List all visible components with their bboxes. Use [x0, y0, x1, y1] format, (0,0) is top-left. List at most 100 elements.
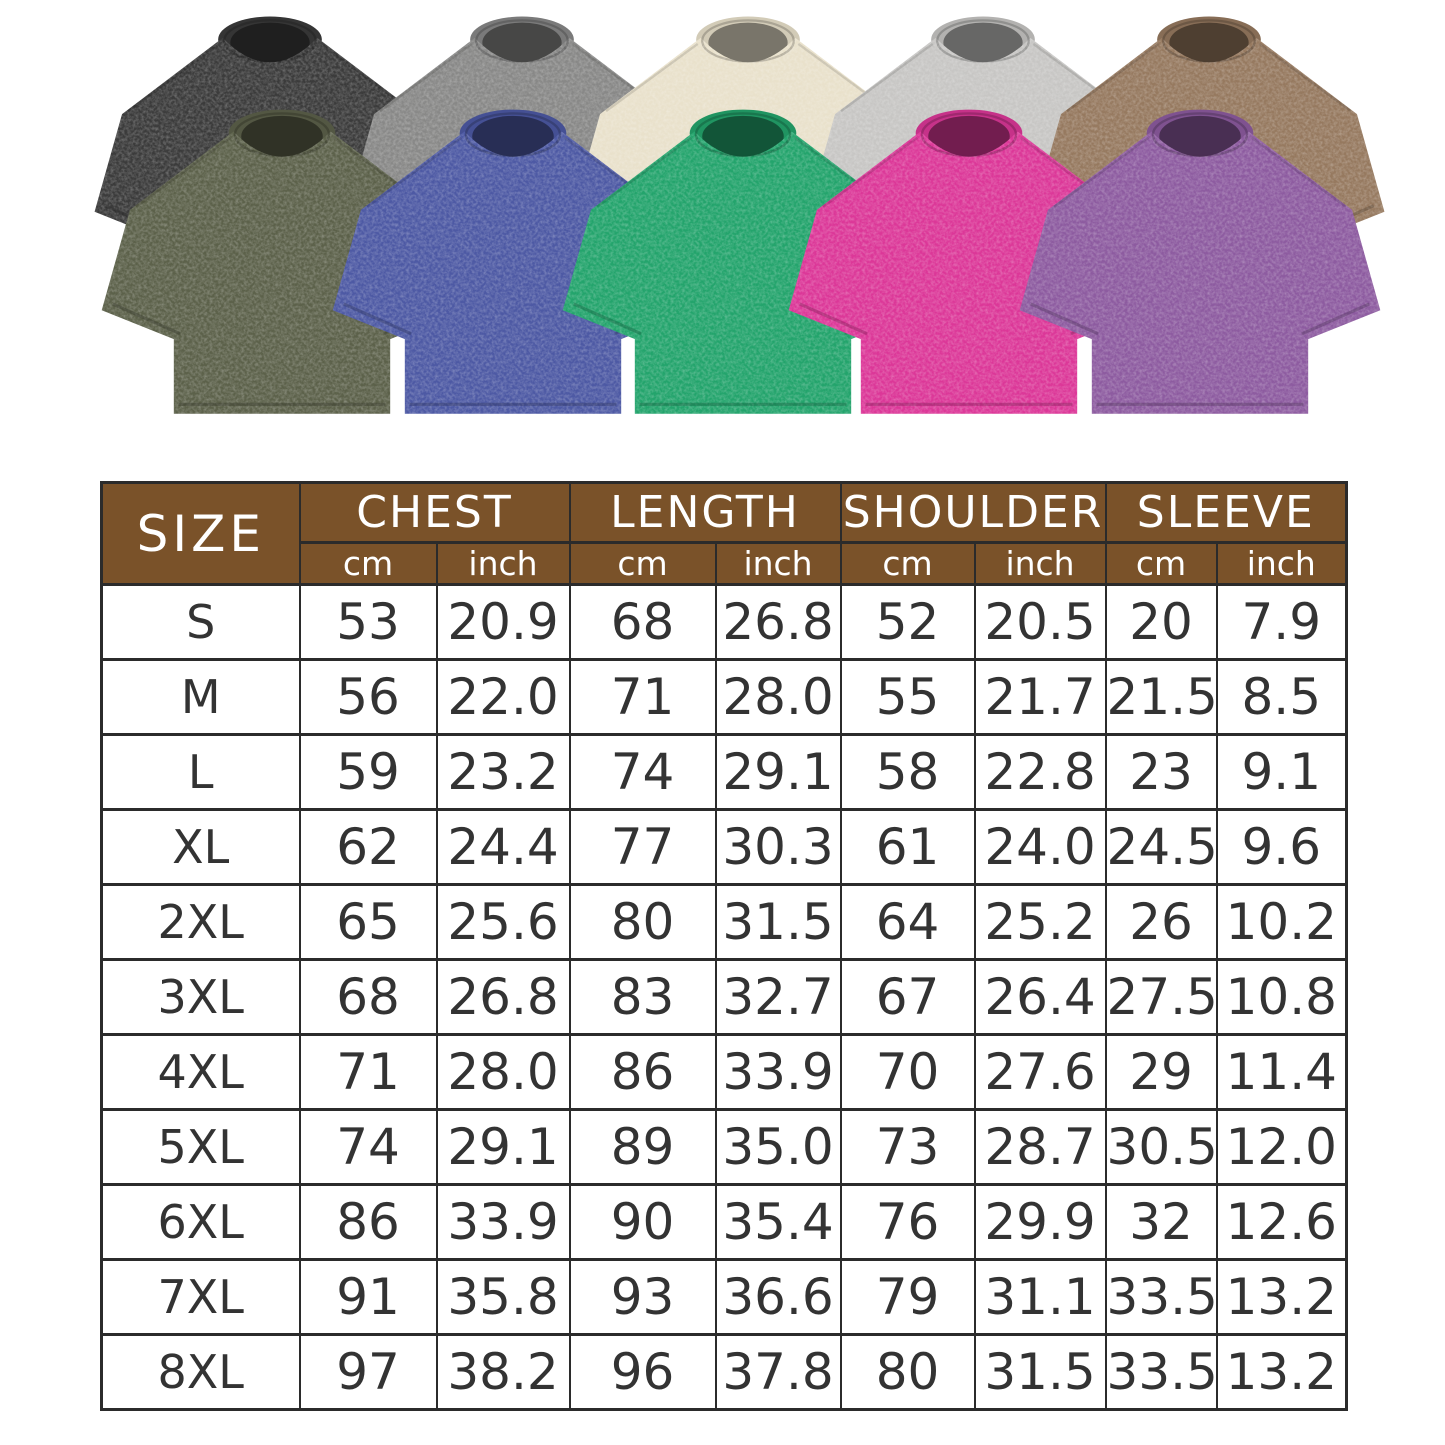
measure-value: 12.6 [1215, 1183, 1348, 1261]
measure-value: 55 [839, 658, 976, 736]
chest-column-header: CHEST [298, 481, 571, 544]
measure-value: 73 [839, 1108, 976, 1186]
measure-value: 20 [1104, 583, 1218, 661]
tshirt-graphic [1015, 108, 1385, 431]
measure-value: 24.0 [973, 808, 1107, 886]
measure-value: 10.8 [1215, 958, 1348, 1036]
size-label: 5XL [100, 1108, 301, 1186]
measure-value: 21.7 [973, 658, 1107, 736]
measure-value: 52 [839, 583, 976, 661]
product-gallery [0, 0, 1445, 480]
measure-value: 35.8 [435, 1258, 571, 1336]
size-label: 4XL [100, 1033, 301, 1111]
measure-value: 61 [839, 808, 976, 886]
measure-value: 33.5 [1104, 1258, 1218, 1336]
measure-value: 31.5 [973, 1333, 1107, 1411]
size-chart-header: SIZE CHEST LENGTH SHOULDER SLEEVE cm inc… [100, 481, 1348, 586]
measure-value: 33.9 [714, 1033, 842, 1111]
measure-value: 96 [568, 1333, 717, 1411]
measure-value: 86 [298, 1183, 438, 1261]
measure-value: 10.2 [1215, 883, 1348, 961]
shoulder-cm-header: cm [839, 541, 976, 586]
measure-value: 68 [298, 958, 438, 1036]
header-unit-row: cm inch cm inch cm inch cm inch [102, 541, 1348, 586]
measure-value: 21.5 [1104, 658, 1218, 736]
measure-value: 12.0 [1215, 1108, 1348, 1186]
size-label: 7XL [100, 1258, 301, 1336]
header-group-row: SIZE CHEST LENGTH SHOULDER SLEEVE [100, 481, 1348, 586]
size-label: M [100, 658, 301, 736]
measure-value: 53 [298, 583, 438, 661]
measure-value: 7.9 [1215, 583, 1348, 661]
size-row-3XL: 3XL 68 26.8 83 32.7 67 26.4 27.5 10.8 [100, 958, 1348, 1036]
size-label: 3XL [100, 958, 301, 1036]
measure-value: 35.4 [714, 1183, 842, 1261]
measure-value: 91 [298, 1258, 438, 1336]
measure-value: 27.6 [973, 1033, 1107, 1111]
measure-value: 77 [568, 808, 717, 886]
measure-value: 31.5 [714, 883, 842, 961]
chest-cm-header: cm [298, 541, 438, 586]
measure-value: 32.7 [714, 958, 842, 1036]
measure-value: 58 [839, 733, 976, 811]
measure-value: 83 [568, 958, 717, 1036]
measure-value: 9.1 [1215, 733, 1348, 811]
sleeve-column-header: SLEEVE [1104, 481, 1348, 544]
size-chart-table: SIZE CHEST LENGTH SHOULDER SLEEVE cm inc… [100, 481, 1349, 1411]
length-column-header: LENGTH [568, 481, 842, 544]
measure-value: 13.2 [1215, 1258, 1348, 1336]
measure-value: 30.5 [1104, 1108, 1218, 1186]
measure-value: 74 [298, 1108, 438, 1186]
size-label: XL [100, 808, 301, 886]
measure-value: 9.6 [1215, 808, 1348, 886]
size-row-XL: XL 62 24.4 77 30.3 61 24.0 24.5 9.6 [100, 808, 1348, 886]
measure-value: 8.5 [1215, 658, 1348, 736]
size-label: L [100, 733, 301, 811]
measure-value: 32 [1104, 1183, 1218, 1261]
measure-value: 24.4 [435, 808, 571, 886]
measure-value: 33.9 [435, 1183, 571, 1261]
measure-value: 26.4 [973, 958, 1107, 1036]
sleeve-inch-header: inch [1215, 541, 1348, 586]
measure-value: 86 [568, 1033, 717, 1111]
length-inch-header: inch [714, 541, 842, 586]
measure-value: 22.8 [973, 733, 1107, 811]
size-label: 6XL [100, 1183, 301, 1261]
measure-value: 65 [298, 883, 438, 961]
size-label: 2XL [100, 883, 301, 961]
measure-value: 20.9 [435, 583, 571, 661]
measure-value: 23 [1104, 733, 1218, 811]
measure-value: 22.0 [435, 658, 571, 736]
chest-inch-header: inch [435, 541, 571, 586]
measure-value: 59 [298, 733, 438, 811]
size-row-S: S 53 20.9 68 26.8 52 20.5 20 7.9 [100, 583, 1348, 661]
measure-value: 93 [568, 1258, 717, 1336]
sleeve-cm-header: cm [1104, 541, 1218, 586]
size-row-M: M 56 22.0 71 28.0 55 21.7 21.5 8.5 [100, 658, 1348, 736]
measure-value: 37.8 [714, 1333, 842, 1411]
measure-value: 67 [839, 958, 976, 1036]
measure-value: 36.6 [714, 1258, 842, 1336]
measure-value: 56 [298, 658, 438, 736]
measure-value: 13.2 [1215, 1333, 1348, 1411]
measure-value: 31.1 [973, 1258, 1107, 1336]
size-row-8XL: 8XL 97 38.2 96 37.8 80 31.5 33.5 13.2 [100, 1333, 1348, 1411]
measure-value: 74 [568, 733, 717, 811]
tshirt-washed-purple [1015, 108, 1385, 431]
measure-value: 68 [568, 583, 717, 661]
size-row-2XL: 2XL 65 25.6 80 31.5 64 25.2 26 10.2 [100, 883, 1348, 961]
measure-value: 20.5 [973, 583, 1107, 661]
measure-value: 28.0 [714, 658, 842, 736]
size-column-header: SIZE [100, 481, 301, 586]
measure-value: 33.5 [1104, 1333, 1218, 1411]
measure-value: 29.9 [973, 1183, 1107, 1261]
shoulder-column-header: SHOULDER [839, 481, 1107, 544]
measure-value: 38.2 [435, 1333, 571, 1411]
size-row-4XL: 4XL 71 28.0 86 33.9 70 27.6 29 11.4 [100, 1033, 1348, 1111]
measure-value: 76 [839, 1183, 976, 1261]
measure-value: 23.2 [435, 733, 571, 811]
size-label: S [100, 583, 301, 661]
measure-value: 90 [568, 1183, 717, 1261]
measure-value: 28.7 [973, 1108, 1107, 1186]
